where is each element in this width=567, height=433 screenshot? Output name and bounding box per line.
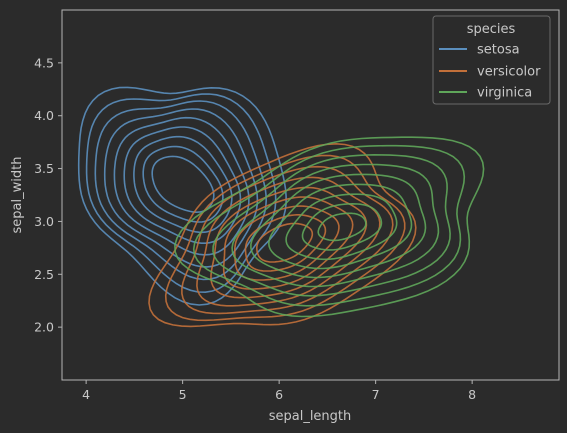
contour-setosa: [113, 116, 250, 256]
contour-versicolor: [196, 176, 381, 307]
contour-virginica: [301, 202, 383, 251]
contour-layer: [77, 86, 485, 328]
y-tick-label: 4.5: [34, 55, 54, 70]
contour-versicolor: [244, 214, 327, 272]
legend-box: [432, 15, 551, 105]
x-axis-label: sepal_length: [269, 409, 352, 424]
contour-versicolor: [181, 165, 394, 315]
y-axis-label: sepal_width: [10, 157, 25, 234]
contour-virginica: [317, 212, 367, 242]
legend-label-versicolor: versicolor: [477, 65, 541, 80]
legend-title: species: [467, 22, 516, 37]
x-tick-label: 7: [372, 387, 380, 402]
legend-label-setosa: setosa: [477, 43, 520, 58]
y-tick-label: 3.5: [34, 161, 54, 176]
contour-virginica: [212, 153, 451, 297]
contour-versicolor: [256, 222, 314, 263]
y-tick-label: 4.0: [34, 108, 54, 123]
contour-setosa: [94, 100, 268, 281]
contour-virginica: [267, 183, 413, 270]
y-tick-label: 2.0: [34, 320, 54, 335]
contour-setosa: [133, 135, 233, 234]
contour-setosa: [85, 93, 277, 294]
legend: species setosa versicolor virginica: [432, 15, 551, 105]
y-tick-label: 3.0: [34, 214, 54, 229]
x-tick-label: 4: [82, 387, 90, 402]
contour-setosa: [103, 108, 259, 268]
y-tick-label: 2.5: [34, 267, 54, 282]
contour-setosa: [123, 126, 242, 244]
contour-setosa: [142, 145, 224, 223]
contour-setosa: [77, 86, 287, 306]
x-tick-label: 5: [179, 387, 187, 402]
contour-virginica: [174, 136, 485, 318]
legend-label-virginica: virginica: [477, 86, 532, 101]
contour-virginica: [231, 163, 440, 288]
contour-virginica: [250, 173, 427, 279]
contour-virginica: [285, 193, 398, 261]
y-axis-ticks: 2.0 2.5 3.0 3.5 4.0 4.5: [34, 55, 62, 335]
x-tick-label: 8: [468, 387, 476, 402]
x-tick-label: 6: [275, 387, 283, 402]
contour-virginica: [192, 144, 466, 307]
x-axis-ticks: 4 5 6 7 8: [82, 380, 476, 402]
